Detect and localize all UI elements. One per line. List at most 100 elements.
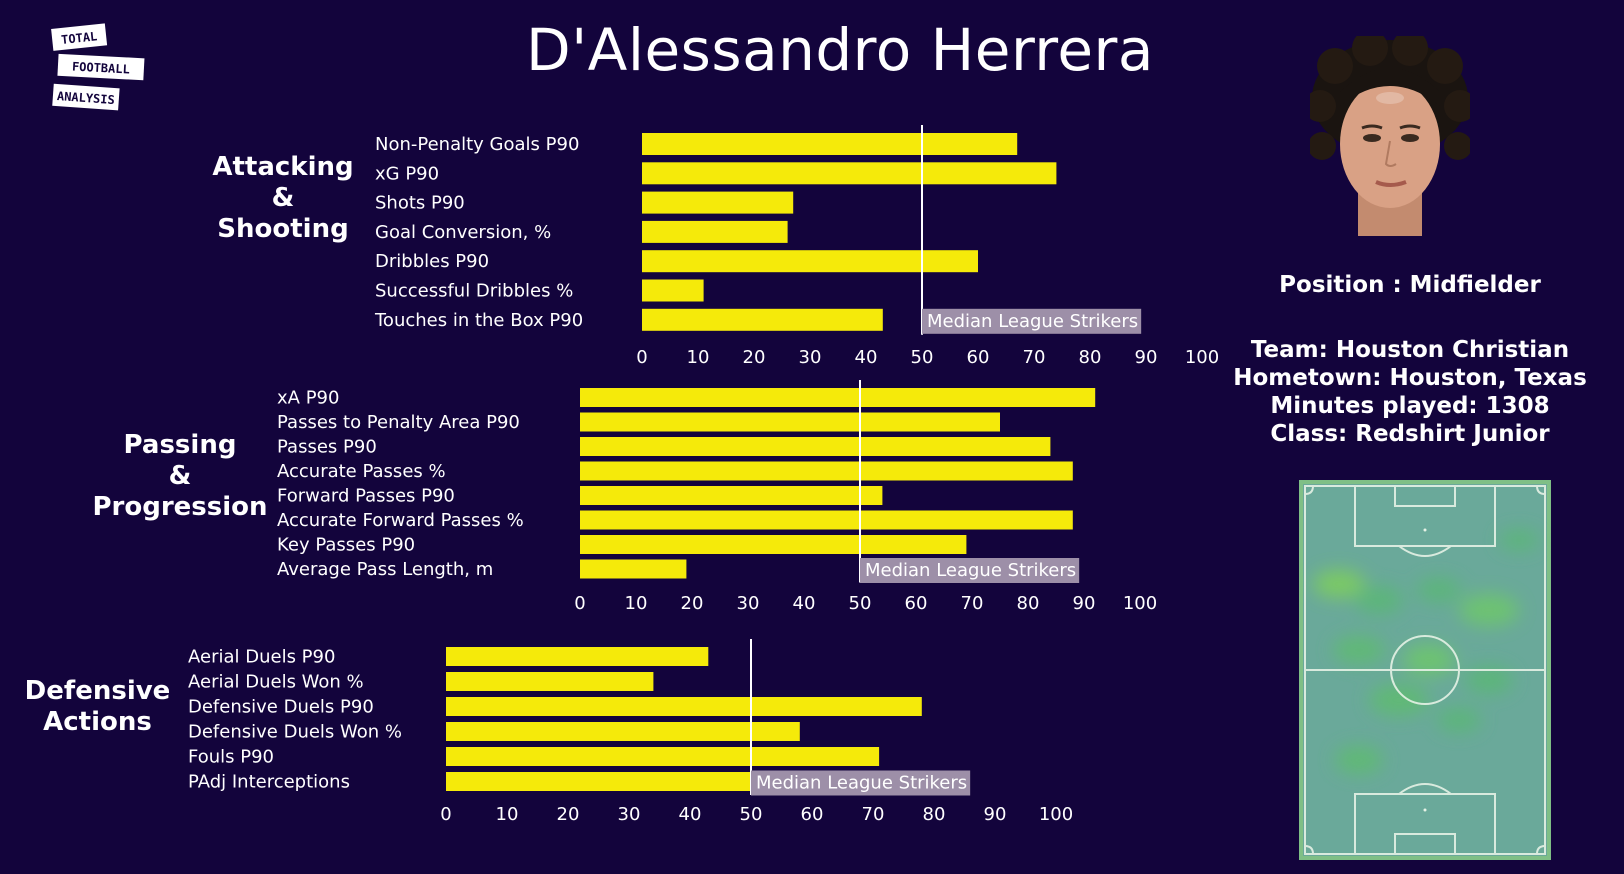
metric-label: Fouls P90 xyxy=(188,747,274,768)
metric-label: Aerial Duels P90 xyxy=(188,647,335,668)
tick-label: 0 xyxy=(636,347,647,368)
section-label-defensive: Defensive Actions xyxy=(20,676,175,738)
tick-label: 80 xyxy=(923,804,946,825)
metric-label: Forward Passes P90 xyxy=(277,486,455,507)
tick-label: 10 xyxy=(687,347,710,368)
metric-label: Aerial Duels Won % xyxy=(188,672,364,693)
tick-label: 90 xyxy=(1073,593,1096,614)
tick-label: 80 xyxy=(1017,593,1040,614)
tick-label: 40 xyxy=(793,593,816,614)
metric-label: Touches in the Box P90 xyxy=(374,310,583,331)
tick-label: 40 xyxy=(855,347,878,368)
bar xyxy=(642,162,1057,185)
bar xyxy=(642,308,883,331)
tick-label: 50 xyxy=(911,347,934,368)
logo-line-1: TOTAL xyxy=(61,29,98,47)
team-text: Team: Houston Christian xyxy=(1250,337,1570,363)
player-photo xyxy=(1310,36,1470,236)
position-text: Position : Midfielder xyxy=(1279,272,1541,298)
bar xyxy=(580,510,1073,530)
median-label: Median League Strikers xyxy=(865,560,1076,581)
tick-label: 90 xyxy=(1135,347,1158,368)
bar xyxy=(446,672,654,691)
metric-label: Goal Conversion, % xyxy=(375,222,551,243)
tick-label: 100 xyxy=(1039,804,1073,825)
tick-label: 40 xyxy=(679,804,702,825)
tick-label: 70 xyxy=(961,593,984,614)
bar xyxy=(642,220,788,243)
tick-label: 0 xyxy=(440,804,451,825)
metric-label: xA P90 xyxy=(277,388,339,409)
metric-label: PAdj Interceptions xyxy=(188,772,350,793)
median-label-bg xyxy=(922,308,1142,334)
bar xyxy=(580,535,967,554)
bar xyxy=(446,772,751,791)
metric-label: Successful Dribbles % xyxy=(375,281,573,302)
metric-label: Non-Penalty Goals P90 xyxy=(375,134,579,155)
bar xyxy=(446,747,880,766)
tick-label: 90 xyxy=(984,804,1007,825)
tick-label: 20 xyxy=(681,593,704,614)
bar xyxy=(580,412,1000,432)
class-text: Class: Redshirt Junior xyxy=(1270,421,1550,447)
bar xyxy=(642,191,794,214)
section-label-attacking: Attacking & Shooting xyxy=(208,152,358,245)
minutes-text: Minutes played: 1308 xyxy=(1270,393,1550,419)
median-label-bg xyxy=(860,558,1080,583)
tick-label: 10 xyxy=(625,593,648,614)
tick-label: 100 xyxy=(1185,347,1219,368)
tick-label: 60 xyxy=(905,593,928,614)
section-label-line: Actions xyxy=(43,707,152,737)
pitch-heatmap xyxy=(1299,480,1551,860)
section-label-line: Defensive xyxy=(24,676,171,706)
tick-label: 20 xyxy=(557,804,580,825)
bar xyxy=(446,697,922,716)
tick-label: 50 xyxy=(740,804,763,825)
section-label-line: Attacking xyxy=(212,152,354,182)
logo-line-2: FOOTBALL xyxy=(72,60,130,77)
tick-label: 60 xyxy=(967,347,990,368)
tick-label: 20 xyxy=(743,347,766,368)
logo-line-3: ANALYSIS xyxy=(57,89,116,107)
bar xyxy=(446,722,800,741)
tick-label: 100 xyxy=(1123,593,1157,614)
tick-label: 10 xyxy=(496,804,519,825)
tick-label: 60 xyxy=(801,804,824,825)
hometown-text: Hometown: Houston, Texas xyxy=(1233,365,1587,391)
bar xyxy=(642,250,978,273)
bar xyxy=(642,279,704,302)
tick-label: 0 xyxy=(574,593,585,614)
profile-details: Team: Houston Christian Hometown: Housto… xyxy=(1210,336,1610,448)
tick-label: 70 xyxy=(1023,347,1046,368)
metric-label: Defensive Duels P90 xyxy=(188,697,374,718)
metric-label: Passes to Penalty Area P90 xyxy=(277,412,520,433)
section-label-passing: Passing & Progression xyxy=(90,430,270,523)
metric-label: Passes P90 xyxy=(277,437,377,458)
bar xyxy=(642,133,1018,155)
total-football-analysis-logo: TOTAL FOOTBALL ANALYSIS xyxy=(51,23,145,111)
metric-label: Accurate Passes % xyxy=(277,461,446,482)
bar xyxy=(580,388,1096,407)
bar xyxy=(446,647,709,666)
section-label-line: & xyxy=(271,183,295,213)
metric-label: Key Passes P90 xyxy=(277,535,415,556)
tick-label: 30 xyxy=(618,804,641,825)
page-title: D'Alessandro Herrera xyxy=(526,16,1154,84)
section-label-line: Passing xyxy=(123,430,237,460)
bar xyxy=(580,461,1073,481)
tick-label: 30 xyxy=(737,593,760,614)
metric-label: Average Pass Length, m xyxy=(277,559,493,580)
bar xyxy=(580,437,1051,456)
tick-label: 30 xyxy=(799,347,822,368)
bar xyxy=(580,486,883,505)
median-label: Median League Strikers xyxy=(756,773,967,794)
tick-label: 70 xyxy=(862,804,885,825)
median-label-bg xyxy=(751,770,971,796)
metric-label: Defensive Duels Won % xyxy=(188,722,402,743)
metric-label: xG P90 xyxy=(375,163,439,184)
section-label-line: Shooting xyxy=(217,214,349,244)
bar xyxy=(580,559,687,579)
tick-label: 80 xyxy=(1079,347,1102,368)
